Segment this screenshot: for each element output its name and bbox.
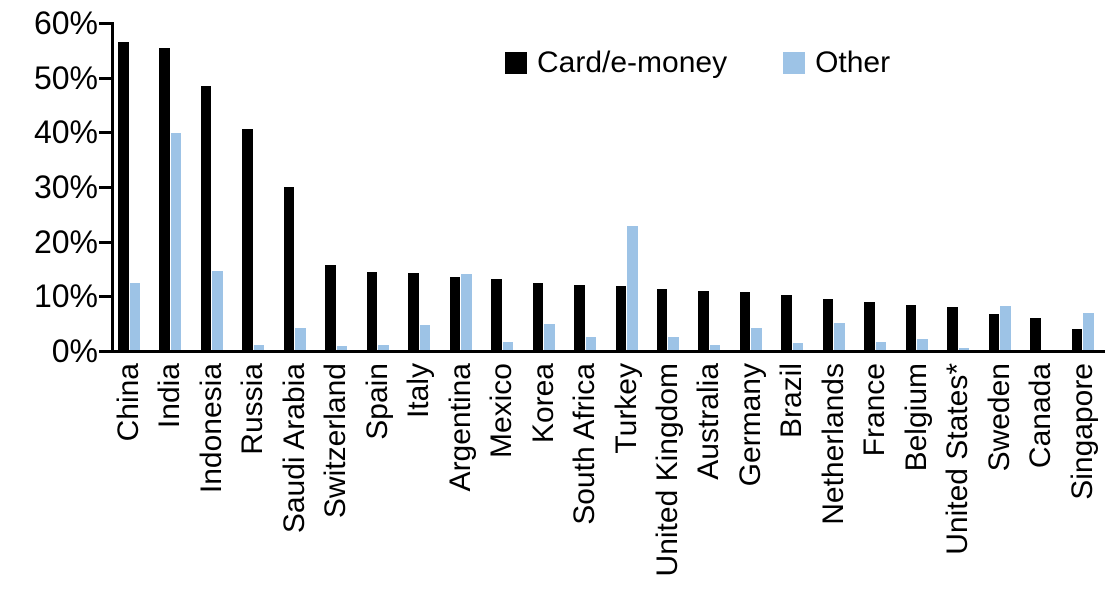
- bar-other-sweden: [1000, 305, 1011, 350]
- bar-other-france: [875, 341, 887, 350]
- bar-card-e-money-united-states: [947, 306, 958, 350]
- y-axis-tick: [99, 22, 111, 25]
- category-label-india: India: [153, 363, 187, 429]
- category-label-netherlands: Netherlands: [816, 363, 850, 525]
- category-label-united-kingdom: United Kingdom: [650, 363, 684, 577]
- bar-card-e-money-united-kingdom: [656, 289, 668, 350]
- category-label-spain: Spain: [360, 363, 394, 440]
- bar-other-india: [170, 132, 182, 350]
- category-label-germany: Germany: [733, 363, 767, 487]
- bar-other-germany: [751, 328, 762, 350]
- bar-other-italy: [419, 324, 431, 350]
- y-axis-tick-label: 10%: [33, 278, 98, 315]
- bar-other-united-kingdom: [668, 337, 679, 350]
- bar-card-e-money-russia: [242, 128, 253, 350]
- category-label-china: China: [112, 363, 145, 442]
- y-axis-tick-label: 30%: [33, 169, 98, 205]
- bar-card-e-money-mexico: [491, 279, 502, 350]
- category-label-canada: Canada: [1024, 363, 1058, 469]
- bar-other-brazil: [792, 343, 804, 350]
- bar-card-e-money-singapore: [1071, 329, 1083, 350]
- category-label-italy: Italy: [402, 363, 436, 419]
- bar-other-netherlands: [834, 323, 845, 350]
- category-label-indonesia: Indonesia: [194, 363, 228, 494]
- bar-other-saudi-arabia: [295, 328, 306, 350]
- bar-other-china: [129, 282, 140, 350]
- category-label-turkey: Turkey: [609, 363, 643, 454]
- bar-card-e-money-korea: [532, 283, 544, 350]
- y-axis-line: [111, 22, 114, 353]
- y-axis-tick: [99, 240, 111, 244]
- bar-card-e-money-indonesia: [200, 85, 212, 350]
- bar-card-e-money-switzerland: [325, 264, 336, 350]
- bar-card-e-money-germany: [739, 292, 751, 350]
- y-axis-tick: [99, 186, 111, 189]
- legend-label-card-e-money: Card/e-money: [537, 46, 728, 79]
- bar-card-e-money-saudi-arabia: [283, 187, 295, 350]
- category-label-switzerland: Switzerland: [319, 363, 353, 519]
- bar-card-e-money-sweden: [988, 314, 1000, 350]
- bar-other-australia: [709, 344, 721, 350]
- category-label-belgium: Belgium: [899, 363, 933, 472]
- bar-card-e-money-italy: [408, 272, 419, 350]
- bar-card-e-money-argentina: [449, 276, 461, 350]
- bar-other-mexico: [502, 342, 514, 350]
- bar-card-e-money-turkey: [615, 286, 627, 350]
- bar-other-south-africa: [585, 336, 597, 350]
- bar-other-turkey: [627, 226, 638, 350]
- legend-label-other: Other: [815, 46, 891, 79]
- bar-other-korea: [544, 324, 555, 350]
- y-axis-tick-label: 50%: [33, 59, 98, 96]
- bar-other-argentina: [461, 274, 472, 350]
- bar-other-indonesia: [212, 270, 223, 350]
- legend-swatch-card-e-money: [505, 52, 527, 74]
- category-label-korea: Korea: [526, 363, 560, 444]
- bar-card-e-money-spain: [366, 272, 378, 350]
- bar-other-switzerland: [336, 345, 348, 350]
- bar-card-e-money-brazil: [781, 295, 792, 350]
- category-label-sweden: Sweden: [982, 363, 1016, 472]
- y-axis-tick-label: 40%: [33, 114, 98, 151]
- y-axis-tick-label: 20%: [33, 223, 98, 260]
- bar-other-singapore: [1083, 313, 1094, 350]
- bar-other-spain: [378, 344, 389, 350]
- category-label-singapore: Singapore: [1065, 363, 1099, 500]
- category-label-brazil: Brazil: [775, 363, 809, 439]
- bar-card-e-money-canada: [1030, 317, 1041, 350]
- y-axis-tick-label: 0%: [51, 333, 98, 369]
- y-axis-tick: [99, 295, 111, 299]
- bar-card-e-money-south-africa: [574, 285, 585, 350]
- bar-card-e-money-belgium: [905, 305, 917, 350]
- legend-swatch-other: [783, 52, 806, 74]
- category-label-australia: Australia: [692, 363, 726, 480]
- category-label-argentina: Argentina: [443, 363, 477, 492]
- bar-card-e-money-netherlands: [822, 299, 834, 350]
- y-axis-tick: [99, 76, 111, 80]
- category-label-saudi-arabia: Saudi Arabia: [277, 363, 311, 534]
- bar-other-united-states: [958, 348, 970, 350]
- bar-card-e-money-australia: [698, 290, 709, 350]
- x-axis-line: [99, 350, 1105, 353]
- bar-card-e-money-china: [118, 42, 129, 350]
- category-label-france: France: [858, 363, 892, 457]
- y-axis-tick-label: 60%: [33, 5, 98, 41]
- bar-card-e-money-india: [159, 48, 170, 350]
- chart-legend: Card/e-money Other: [505, 46, 890, 80]
- y-axis-tick: [99, 131, 111, 135]
- bar-other-russia: [253, 344, 265, 350]
- category-label-mexico: Mexico: [485, 363, 519, 459]
- category-label-south-africa: South Africa: [568, 363, 602, 525]
- bar-other-belgium: [917, 339, 928, 350]
- category-label-united-states: United States*: [941, 363, 975, 555]
- category-label-russia: Russia: [236, 363, 270, 455]
- bar-card-e-money-france: [864, 302, 875, 350]
